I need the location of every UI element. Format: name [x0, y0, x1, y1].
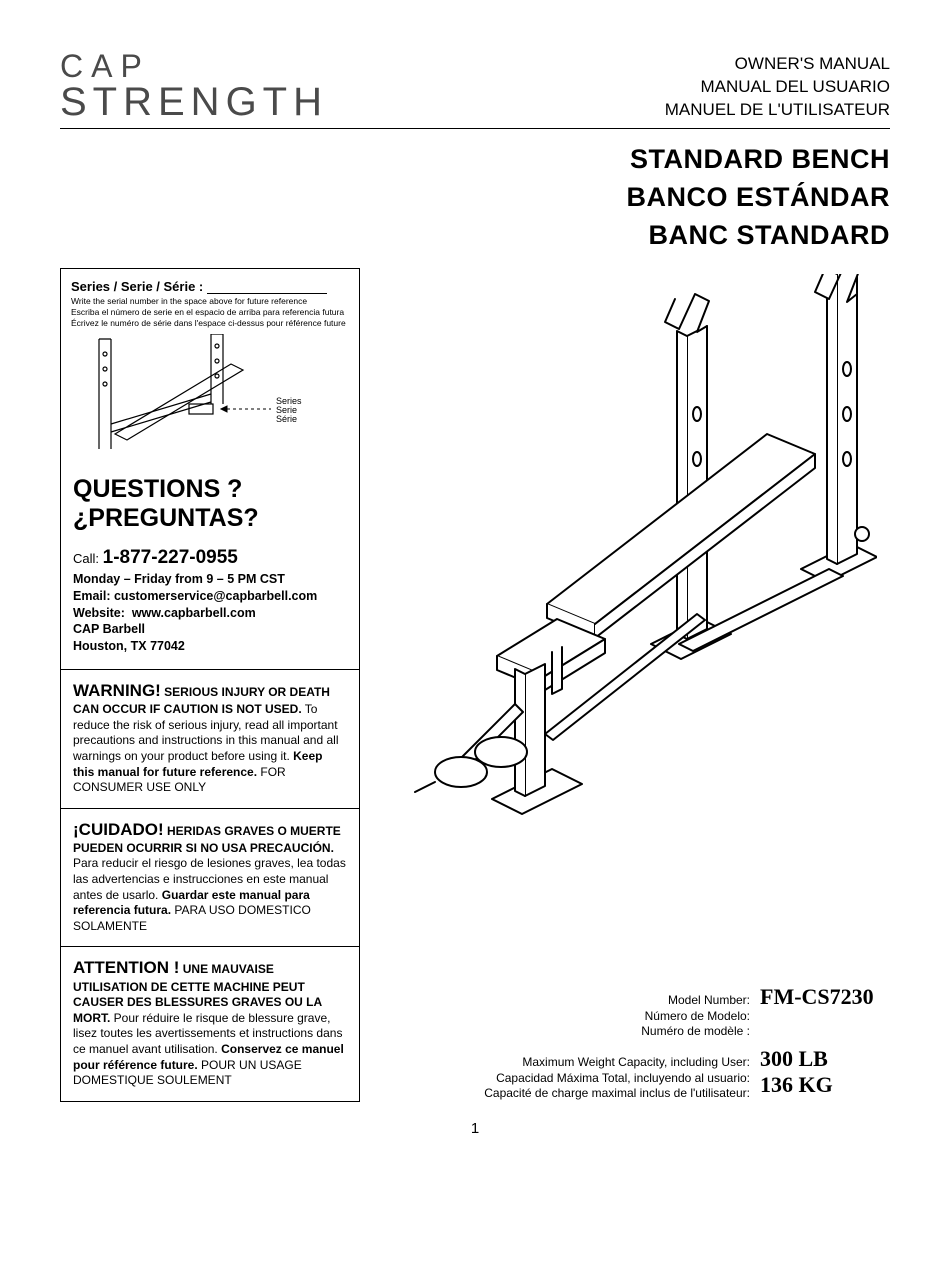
product-title-es: BANCO ESTÁNDAR: [60, 179, 890, 217]
contact-lines: Monday – Friday from 9 – 5 PM CST Email:…: [73, 571, 347, 655]
manual-title-fr: MANUEL DE L'UTILISATEUR: [665, 99, 890, 122]
website-label: Website:: [73, 606, 125, 620]
series-callout-3: Série: [276, 414, 297, 424]
series-note-es: Escriba el número de serie en el espacio…: [71, 307, 349, 318]
model-labels: Model Number: Número de Modelo: Numéro d…: [641, 993, 750, 1040]
warning-en: WARNING! SERIOUS INJURY OR DEATH CAN OCC…: [61, 669, 359, 808]
company-line: CAP Barbell: [73, 621, 347, 638]
warning-fr: ATTENTION ! UNE MAUVAISE UTILISATION DE …: [61, 946, 359, 1100]
capacity-label-es: Capacidad Máxima Total, incluyendo al us…: [484, 1071, 750, 1087]
questions-title: QUESTIONS ? ¿PREGUNTAS?: [73, 475, 347, 533]
email-line: Email: customerservice@capbarbell.com: [73, 588, 347, 605]
series-note-en: Write the serial number in the space abo…: [71, 296, 349, 307]
phone-number: 1-877-227-0955: [103, 547, 238, 568]
address-line: Houston, TX 77042: [73, 638, 347, 655]
model-label-es: Número de Modelo:: [641, 1009, 750, 1025]
product-title: STANDARD BENCH BANCO ESTÁNDAR BANC STAND…: [60, 141, 890, 254]
logo-line1: CAP: [60, 50, 328, 82]
product-title-fr: BANC STANDARD: [60, 217, 890, 255]
brand-logo: CAP STRENGTH: [60, 50, 328, 122]
series-block: Series / Serie / Série : Write the seria…: [61, 269, 359, 467]
capacity-values: 300 LB 136 KG: [760, 1046, 890, 1098]
capacity-kg: 136 KG: [760, 1072, 890, 1098]
capacity-label-fr: Capacité de charge maximal inclus de l'u…: [484, 1086, 750, 1102]
warning-lead-fr: ATTENTION !: [73, 958, 179, 977]
warning-lead-es: ¡CUIDADO!: [73, 820, 164, 839]
capacity-label-en: Maximum Weight Capacity, including User:: [484, 1055, 750, 1071]
series-blank-line: [207, 293, 327, 294]
series-notes: Write the serial number in the space abo…: [71, 296, 349, 328]
manual-title-es: MANUAL DEL USUARIO: [665, 76, 890, 99]
product-illustration: [397, 274, 877, 834]
call-label: Call:: [73, 551, 99, 566]
warning-es: ¡CUIDADO! HERIDAS GRAVES O MUERTE PUEDEN…: [61, 808, 359, 947]
spec-block: Model Number: Número de Modelo: Numéro d…: [384, 984, 890, 1102]
info-box: Series / Serie / Série : Write the seria…: [60, 268, 360, 1101]
model-value: FM-CS7230: [760, 984, 890, 1010]
questions-title-en: QUESTIONS ?: [73, 475, 347, 504]
warning-lead-en: WARNING!: [73, 681, 161, 700]
website-line: Website: www.capbarbell.com: [73, 605, 347, 622]
call-line: Call: 1-877-227-0955: [73, 547, 347, 569]
questions-block: QUESTIONS ? ¿PREGUNTAS? Call: 1-877-227-…: [61, 467, 359, 669]
series-label-line: Series / Serie / Série :: [71, 279, 349, 294]
series-label: Series / Serie / Série :: [71, 279, 203, 294]
header: CAP STRENGTH OWNER'S MANUAL MANUAL DEL U…: [60, 50, 890, 129]
logo-line2: STRENGTH: [60, 82, 328, 122]
page-number: 1: [60, 1120, 890, 1137]
hours-line: Monday – Friday from 9 – 5 PM CST: [73, 571, 347, 588]
questions-title-es: ¿PREGUNTAS?: [73, 504, 347, 533]
capacity-labels: Maximum Weight Capacity, including User:…: [484, 1055, 750, 1102]
series-diagram-svg: Series Serie Série: [71, 334, 331, 454]
model-label-en: Model Number:: [641, 993, 750, 1009]
capacity-lb: 300 LB: [760, 1046, 890, 1072]
model-label-fr: Numéro de modèle :: [641, 1024, 750, 1040]
series-note-fr: Écrivez le numéro de série dans l'espace…: [71, 318, 349, 329]
series-diagram: Series Serie Série: [71, 334, 349, 459]
website-link[interactable]: www.capbarbell.com: [132, 606, 256, 620]
manual-title-en: OWNER'S MANUAL: [665, 53, 890, 76]
product-title-en: STANDARD BENCH: [60, 141, 890, 179]
manual-title-block: OWNER'S MANUAL MANUAL DEL USUARIO MANUEL…: [665, 53, 890, 122]
